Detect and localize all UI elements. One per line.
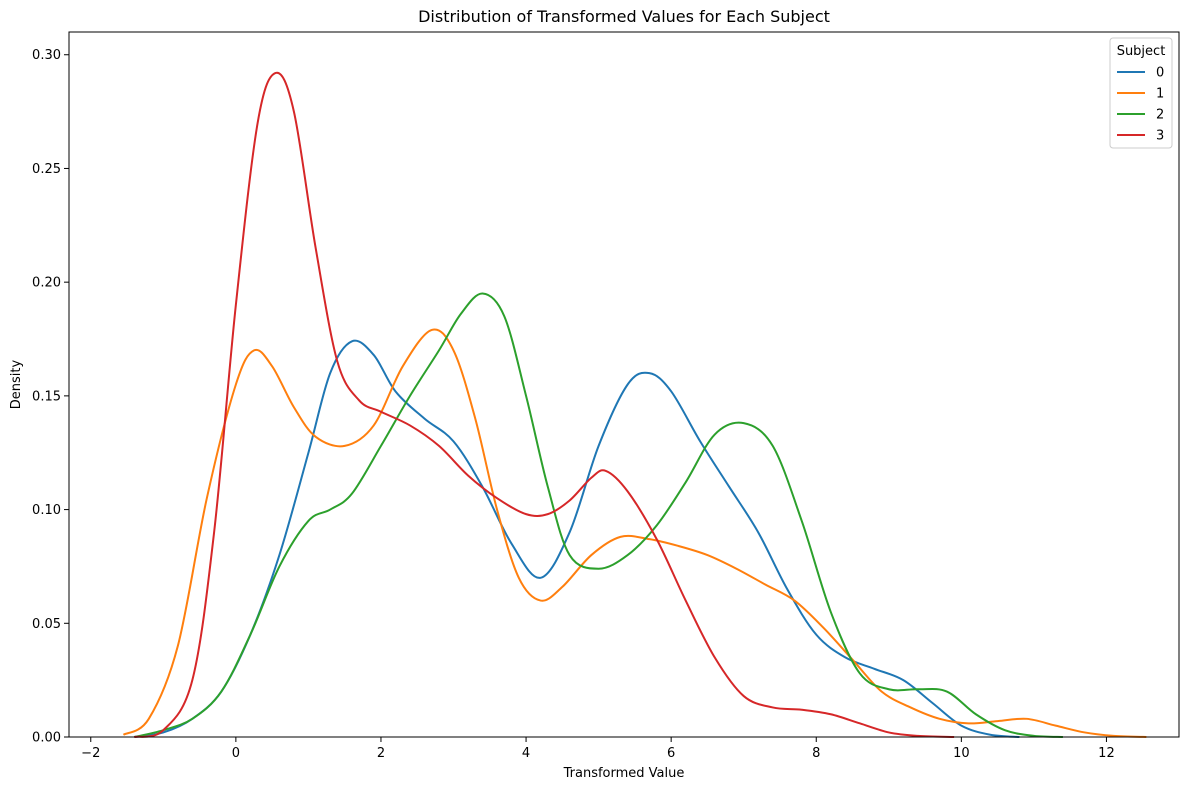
legend-entries: 0 1 2 3 — [1117, 66, 1164, 144]
y-tick-label: 0.10 — [32, 503, 61, 518]
y-tick-label: 0.20 — [32, 276, 61, 291]
x-tick-label: 10 — [953, 746, 970, 761]
x-tick-label: 8 — [812, 746, 820, 761]
x-tick-label: 6 — [667, 746, 675, 761]
legend-label-0: 0 — [1156, 66, 1164, 81]
x-axis-label: Transformed Value — [563, 766, 685, 781]
series-line-2 — [134, 292, 1063, 738]
legend-label-3: 3 — [1156, 129, 1164, 144]
legend: Subject 0 1 2 3 — [1109, 37, 1173, 149]
x-tick-label: 4 — [522, 746, 530, 761]
legend-label-2: 2 — [1156, 108, 1164, 123]
x-tick-label: 2 — [377, 746, 385, 761]
y-tick-label: 0.25 — [32, 162, 61, 177]
legend-label-1: 1 — [1156, 87, 1164, 102]
x-tick-label: 0 — [232, 746, 240, 761]
y-axis: 0.00 0.05 0.10 0.15 0.20 0.25 0.30 — [32, 48, 69, 746]
y-axis-label: Density — [9, 359, 24, 409]
x-tick-label: −2 — [81, 746, 100, 761]
y-tick-label: 0.00 — [32, 731, 61, 746]
series-line-3 — [134, 71, 955, 738]
plot-frame — [68, 31, 1180, 738]
plot-lines — [122, 71, 1147, 738]
series-line-1 — [122, 328, 1147, 738]
chart-title: Distribution of Transformed Values for E… — [418, 7, 830, 26]
series-line-0 — [134, 339, 1020, 738]
legend-title: Subject — [1117, 44, 1166, 59]
x-axis: −2 0 2 4 6 8 10 12 — [81, 737, 1115, 761]
y-tick-label: 0.30 — [32, 48, 61, 63]
y-tick-label: 0.05 — [32, 617, 61, 632]
x-tick-label: 12 — [1098, 746, 1115, 761]
y-tick-label: 0.15 — [32, 389, 61, 404]
